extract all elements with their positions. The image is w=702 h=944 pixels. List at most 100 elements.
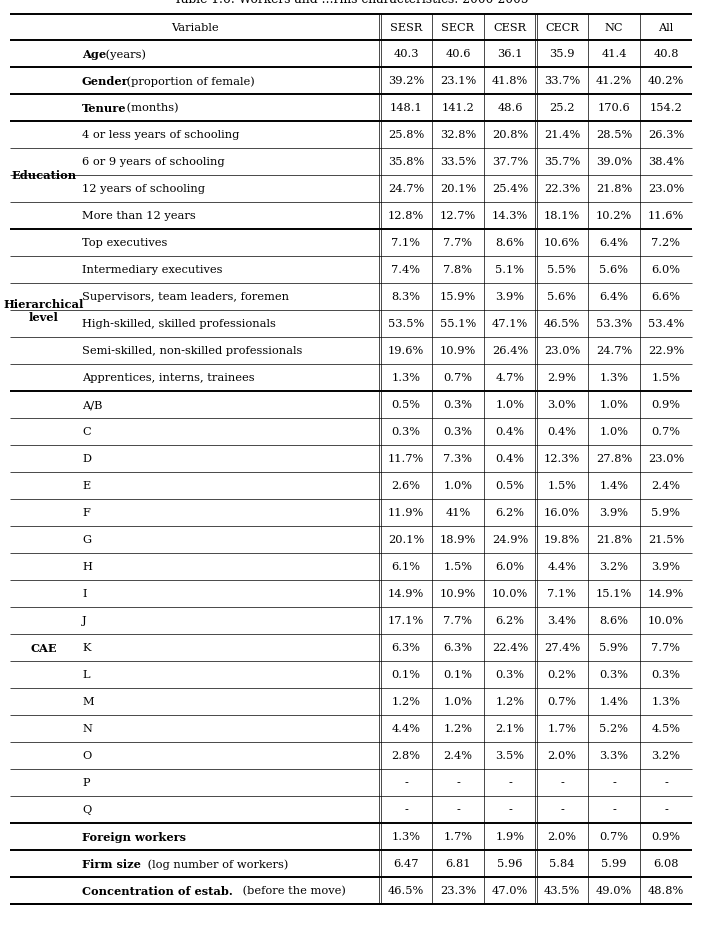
Text: 8.6%: 8.6% [496, 238, 524, 248]
Text: 1.3%: 1.3% [600, 373, 628, 383]
Text: Hierarchical
level: Hierarchical level [4, 299, 84, 323]
Text: 11.6%: 11.6% [648, 211, 684, 221]
Text: 3.2%: 3.2% [600, 562, 628, 572]
Text: 23.3%: 23.3% [440, 885, 476, 896]
Text: 33.7%: 33.7% [544, 76, 580, 87]
Text: 5.6%: 5.6% [548, 293, 576, 302]
Text: 8.3%: 8.3% [392, 293, 420, 302]
Text: 4 or less years of schooling: 4 or less years of schooling [82, 130, 239, 141]
Text: 1.4%: 1.4% [600, 481, 628, 491]
Text: 12 years of schooling: 12 years of schooling [82, 184, 205, 194]
Text: 2.8%: 2.8% [392, 750, 420, 761]
Text: 55.1%: 55.1% [440, 319, 476, 329]
Text: 5.6%: 5.6% [600, 265, 628, 276]
Text: 33.5%: 33.5% [440, 158, 476, 167]
Text: 5.2%: 5.2% [600, 724, 628, 733]
Text: 10.9%: 10.9% [440, 346, 476, 356]
Text: NC: NC [604, 23, 623, 33]
Text: High-skilled, skilled professionals: High-skilled, skilled professionals [82, 319, 276, 329]
Text: 170.6: 170.6 [597, 104, 630, 113]
Text: 0.4%: 0.4% [496, 427, 524, 437]
Text: 38.4%: 38.4% [648, 158, 684, 167]
Text: D: D [82, 454, 91, 464]
Text: 11.7%: 11.7% [388, 454, 424, 464]
Text: 1.5%: 1.5% [651, 373, 680, 383]
Text: 41.8%: 41.8% [492, 76, 528, 87]
Text: 35.9: 35.9 [549, 49, 575, 59]
Text: -: - [456, 778, 460, 787]
Text: 18.1%: 18.1% [544, 211, 580, 221]
Text: O: O [82, 750, 91, 761]
Text: 40.6: 40.6 [445, 49, 471, 59]
Text: 39.0%: 39.0% [596, 158, 632, 167]
Text: C: C [82, 427, 91, 437]
Text: SESR: SESR [390, 23, 422, 33]
Text: 41.4: 41.4 [601, 49, 627, 59]
Text: 48.8%: 48.8% [648, 885, 684, 896]
Text: 14.3%: 14.3% [492, 211, 528, 221]
Text: Supervisors, team leaders, foremen: Supervisors, team leaders, foremen [82, 293, 289, 302]
Text: 6.3%: 6.3% [444, 643, 472, 653]
Text: SECR: SECR [442, 23, 475, 33]
Text: 7.1%: 7.1% [392, 238, 420, 248]
Text: 5.9%: 5.9% [600, 643, 628, 653]
Text: 1.7%: 1.7% [444, 832, 472, 842]
Text: 0.7%: 0.7% [548, 697, 576, 707]
Text: 1.0%: 1.0% [444, 481, 472, 491]
Text: 3.9%: 3.9% [651, 562, 680, 572]
Text: 6.08: 6.08 [654, 859, 679, 868]
Text: (proportion of female): (proportion of female) [123, 76, 255, 87]
Text: 3.0%: 3.0% [548, 400, 576, 410]
Text: 48.6: 48.6 [497, 104, 523, 113]
Text: 28.5%: 28.5% [596, 130, 632, 141]
Text: 22.9%: 22.9% [648, 346, 684, 356]
Text: F: F [82, 508, 90, 518]
Text: 5.84: 5.84 [549, 859, 575, 868]
Text: (years): (years) [102, 49, 147, 59]
Text: 27.8%: 27.8% [596, 454, 632, 464]
Text: 25.4%: 25.4% [492, 184, 528, 194]
Text: 6.1%: 6.1% [392, 562, 420, 572]
Text: 0.7%: 0.7% [600, 832, 628, 842]
Text: 35.7%: 35.7% [544, 158, 580, 167]
Text: 53.3%: 53.3% [596, 319, 632, 329]
Text: Age: Age [82, 49, 106, 59]
Text: 17.1%: 17.1% [388, 615, 424, 626]
Text: 4.4%: 4.4% [548, 562, 576, 572]
Text: -: - [404, 804, 408, 815]
Text: 53.4%: 53.4% [648, 319, 684, 329]
Text: 10.6%: 10.6% [544, 238, 580, 248]
Text: Firm size: Firm size [82, 858, 141, 869]
Text: 24.9%: 24.9% [492, 535, 528, 545]
Text: 47.1%: 47.1% [492, 319, 528, 329]
Text: 10.0%: 10.0% [648, 615, 684, 626]
Text: 53.5%: 53.5% [388, 319, 424, 329]
Text: 10.0%: 10.0% [492, 589, 528, 598]
Text: G: G [82, 535, 91, 545]
Text: 12.8%: 12.8% [388, 211, 424, 221]
Text: 2.9%: 2.9% [548, 373, 576, 383]
Text: 7.7%: 7.7% [444, 238, 472, 248]
Text: E: E [82, 481, 90, 491]
Text: 2.1%: 2.1% [496, 724, 524, 733]
Text: 35.8%: 35.8% [388, 158, 424, 167]
Text: M: M [82, 697, 93, 707]
Text: 15.9%: 15.9% [440, 293, 476, 302]
Text: 5.5%: 5.5% [548, 265, 576, 276]
Text: 4.4%: 4.4% [392, 724, 420, 733]
Text: 23.0%: 23.0% [544, 346, 580, 356]
Text: 10.2%: 10.2% [596, 211, 632, 221]
Text: 5.1%: 5.1% [496, 265, 524, 276]
Text: Education: Education [11, 170, 77, 181]
Text: CESR: CESR [494, 23, 526, 33]
Text: 0.9%: 0.9% [651, 832, 680, 842]
Text: 0.2%: 0.2% [548, 670, 576, 680]
Text: 14.9%: 14.9% [388, 589, 424, 598]
Text: 18.9%: 18.9% [440, 535, 476, 545]
Text: 3.9%: 3.9% [496, 293, 524, 302]
Text: 20.8%: 20.8% [492, 130, 528, 141]
Text: 0.7%: 0.7% [651, 427, 680, 437]
Text: All: All [658, 23, 674, 33]
Text: 6.0%: 6.0% [651, 265, 680, 276]
Text: 25.2: 25.2 [549, 104, 575, 113]
